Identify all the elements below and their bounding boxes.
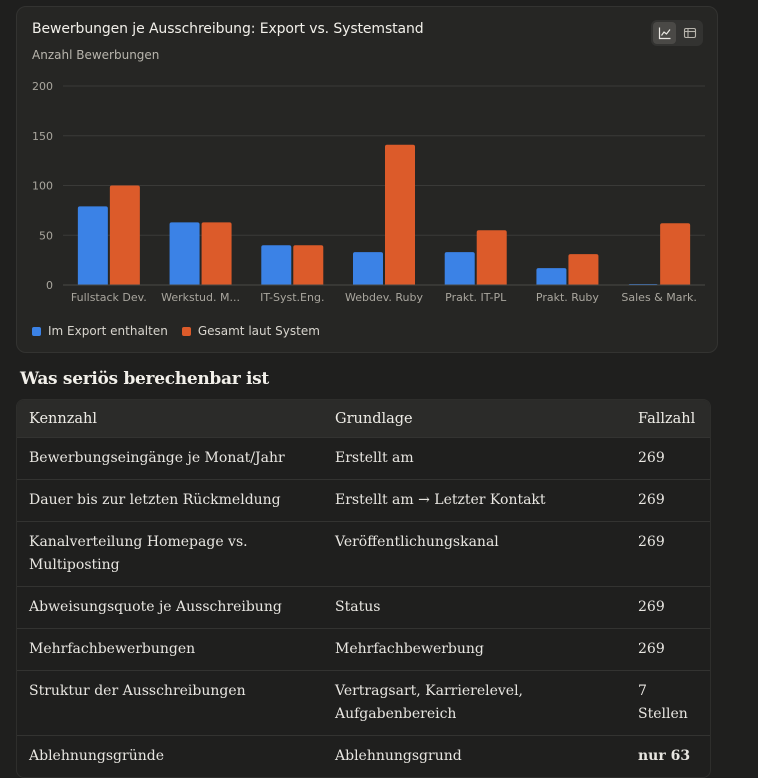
- cell-grundlage: Erstellt am: [323, 437, 626, 480]
- cell-kennzahl: Ablehnungsgründe: [17, 735, 323, 777]
- column-header-grundlage: Grundlage: [335, 410, 413, 427]
- cell-kennzahl: Mehrfachbewerbungen: [17, 628, 323, 671]
- chart-subtitle: Anzahl Bewerbungen: [32, 48, 160, 62]
- x-tick-label: Prakt. Ruby: [536, 291, 599, 304]
- legend-swatch-system: [181, 326, 191, 336]
- y-tick-label: 150: [32, 130, 53, 143]
- x-tick-label: Sales & Mark.: [621, 291, 696, 304]
- cell-grundlage: Status: [323, 586, 626, 629]
- table-header-row: Kennzahl Grundlage Fallzahl: [17, 400, 710, 438]
- bar-chart: 0 50 100 150 200 Fullstack Dev. Werkstud. M...…: [32, 80, 705, 304]
- cell-fallzahl: nur 63: [626, 735, 710, 777]
- table-row: Mehrfachbewerbungen Mehrfachbewerbung 26…: [17, 628, 710, 671]
- bar-system[interactable]: [385, 144, 415, 285]
- chart-legend: Im Export enthalten Gesamt laut System: [32, 324, 320, 338]
- cell-kennzahl: Dauer bis zur letzten Rückmeldung: [17, 479, 323, 522]
- chart-view-button[interactable]: [653, 22, 676, 44]
- cell-kennzahl: Bewerbungseingänge je Monat/Jahr: [17, 437, 323, 480]
- legend-label-export: Im Export enthalten: [48, 324, 168, 338]
- legend-item-export[interactable]: Im Export enthalten: [32, 324, 168, 338]
- cell-grundlage: Veröffentlichungskanal: [323, 521, 626, 587]
- bar-export[interactable]: [353, 252, 383, 285]
- y-tick-label: 200: [32, 80, 53, 93]
- table-view-button[interactable]: [678, 22, 701, 44]
- cell-grundlage: Ablehnungsgrund: [323, 735, 626, 777]
- cell-fallzahl: 269: [626, 586, 710, 629]
- cell-fallzahl: 269: [626, 628, 710, 671]
- bar-system[interactable]: [568, 254, 599, 285]
- column-header-fallzahl: Fallzahl: [638, 410, 696, 427]
- table-row: Ablehnungsgründe Ablehnungsgrund nur 63: [17, 735, 710, 777]
- cell-kennzahl: Abweisungsquote je Ausschreibung: [17, 586, 323, 629]
- view-toggle: [651, 20, 703, 46]
- bar-export[interactable]: [261, 245, 292, 285]
- bar-system[interactable]: [476, 230, 507, 285]
- x-tick-label: IT-Syst.Eng.: [260, 291, 324, 304]
- table-row: Kanalverteilung Homepage vs. Multipostin…: [17, 521, 710, 587]
- bar-export[interactable]: [169, 222, 200, 285]
- cell-kennzahl: Struktur der Ausschreibungen: [17, 670, 323, 736]
- bar-system[interactable]: [201, 222, 232, 285]
- bar-export[interactable]: [77, 206, 108, 285]
- y-tick-label: 50: [39, 229, 53, 242]
- bar-system[interactable]: [109, 185, 140, 286]
- cell-fallzahl: 7 Stellen: [626, 670, 710, 736]
- table-icon: [683, 27, 696, 39]
- legend-swatch-export: [32, 326, 41, 336]
- table-row: Struktur der Ausschreibungen Vertragsart…: [17, 670, 710, 736]
- x-tick-label: Prakt. IT-PL: [445, 291, 507, 304]
- table-row: Dauer bis zur letzten Rückmeldung Erstel…: [17, 479, 710, 522]
- section-title: Was seriös berechenbar ist: [20, 369, 269, 389]
- cell-grundlage: Vertragsart, Karrierelevel, Aufgabenbere…: [323, 670, 626, 736]
- cell-grundlage: Erstellt am → Letzter Kontakt: [323, 479, 626, 522]
- cell-kennzahl: Kanalverteilung Homepage vs. Multipostin…: [17, 521, 323, 587]
- x-tick-label: Webdev. Ruby: [345, 291, 423, 304]
- bar-export[interactable]: [536, 268, 567, 285]
- bar-system[interactable]: [293, 245, 324, 285]
- cell-fallzahl: 269: [626, 521, 710, 587]
- line-chart-icon: [658, 27, 670, 40]
- legend-label-system: Gesamt laut System: [197, 324, 320, 338]
- x-tick-label: Werkstud. M...: [161, 291, 240, 304]
- column-header-kennzahl: Kennzahl: [29, 410, 97, 427]
- cell-fallzahl: 269: [626, 479, 710, 522]
- chart-card: Bewerbungen je Ausschreibung: Export vs.…: [16, 6, 718, 353]
- legend-item-system[interactable]: Gesamt laut System: [181, 324, 320, 338]
- metrics-table: Kennzahl Grundlage Fallzahl Bewerbungsei…: [16, 399, 711, 778]
- table-row: Bewerbungseingänge je Monat/Jahr Erstell…: [17, 437, 710, 480]
- table-row: Abweisungsquote je Ausschreibung Status …: [17, 586, 710, 629]
- bar-system[interactable]: [660, 223, 691, 285]
- y-tick-label: 0: [46, 279, 53, 292]
- bar-export[interactable]: [444, 252, 475, 285]
- chart-title: Bewerbungen je Ausschreibung: Export vs.…: [32, 21, 424, 37]
- x-tick-label: Fullstack Dev.: [71, 291, 147, 304]
- y-tick-label: 100: [32, 180, 53, 193]
- cell-fallzahl: 269: [626, 437, 710, 480]
- cell-grundlage: Mehrfachbewerbung: [323, 628, 626, 671]
